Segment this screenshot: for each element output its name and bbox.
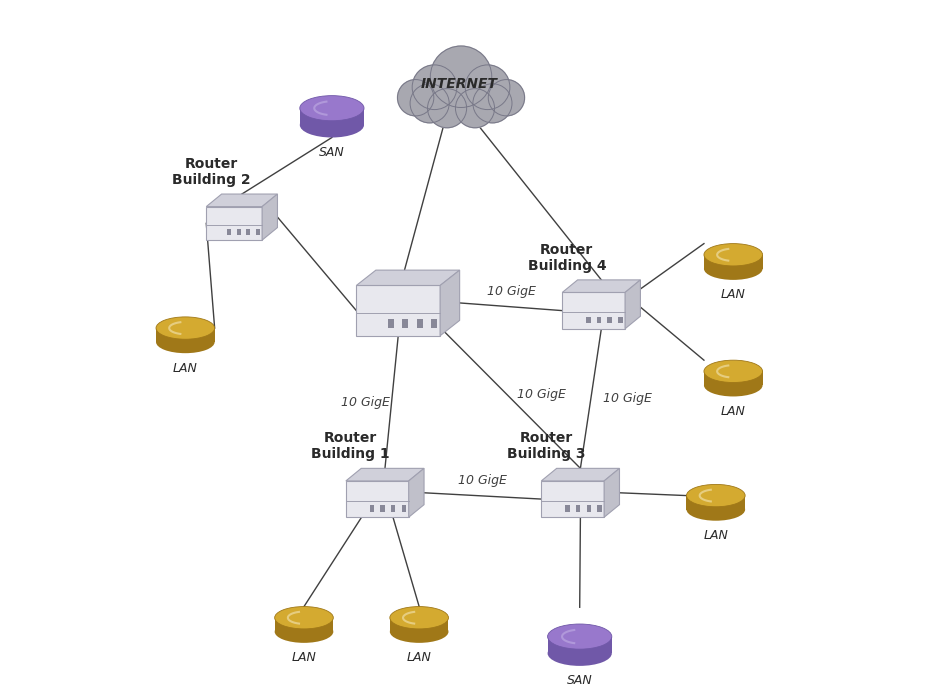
- Text: 10 GigE: 10 GigE: [458, 474, 507, 487]
- Bar: [576, 505, 580, 512]
- Ellipse shape: [547, 641, 612, 666]
- Polygon shape: [356, 285, 440, 336]
- Text: SAN: SAN: [319, 146, 345, 159]
- Ellipse shape: [547, 624, 612, 649]
- Polygon shape: [604, 468, 619, 517]
- Circle shape: [466, 65, 510, 110]
- Polygon shape: [547, 637, 612, 653]
- Circle shape: [410, 84, 449, 123]
- Polygon shape: [275, 618, 333, 632]
- Polygon shape: [687, 496, 745, 510]
- Bar: [389, 319, 394, 328]
- Ellipse shape: [704, 244, 763, 266]
- Text: INTERNET: INTERNET: [421, 77, 498, 91]
- Polygon shape: [704, 371, 763, 385]
- Text: LAN: LAN: [721, 405, 746, 418]
- Text: Router
Building 1: Router Building 1: [312, 431, 390, 461]
- Ellipse shape: [390, 607, 448, 629]
- Bar: [246, 229, 251, 235]
- Bar: [586, 317, 591, 323]
- Polygon shape: [206, 194, 277, 207]
- Ellipse shape: [275, 621, 333, 643]
- Ellipse shape: [704, 360, 763, 383]
- Circle shape: [430, 46, 492, 107]
- Circle shape: [488, 80, 524, 116]
- Ellipse shape: [390, 621, 448, 643]
- Ellipse shape: [275, 607, 333, 629]
- Text: LAN: LAN: [721, 288, 746, 302]
- Circle shape: [397, 80, 434, 116]
- Circle shape: [455, 89, 495, 128]
- Polygon shape: [346, 468, 424, 481]
- Ellipse shape: [687, 484, 745, 507]
- Text: Router
Building 3: Router Building 3: [506, 431, 585, 461]
- Ellipse shape: [156, 331, 215, 353]
- Ellipse shape: [704, 258, 763, 280]
- Bar: [403, 319, 408, 328]
- Polygon shape: [562, 292, 625, 329]
- Polygon shape: [300, 108, 364, 125]
- Bar: [586, 505, 591, 512]
- Text: Router
Building 4: Router Building 4: [527, 243, 606, 273]
- Polygon shape: [704, 255, 763, 269]
- Polygon shape: [542, 481, 604, 517]
- Text: 10 GigE: 10 GigE: [517, 388, 566, 401]
- Bar: [391, 505, 395, 512]
- Text: 10 GigE: 10 GigE: [602, 392, 652, 405]
- Polygon shape: [390, 618, 448, 632]
- Text: LAN: LAN: [173, 362, 198, 375]
- Ellipse shape: [300, 112, 364, 138]
- Polygon shape: [408, 468, 424, 517]
- Bar: [597, 317, 601, 323]
- Bar: [618, 317, 622, 323]
- Bar: [256, 229, 260, 235]
- Text: LAN: LAN: [407, 651, 431, 664]
- Polygon shape: [542, 468, 619, 481]
- Bar: [598, 505, 601, 512]
- Bar: [402, 505, 407, 512]
- Text: LAN: LAN: [292, 651, 316, 664]
- Circle shape: [412, 65, 457, 110]
- Circle shape: [473, 84, 512, 123]
- Bar: [417, 319, 423, 328]
- Bar: [431, 319, 437, 328]
- Polygon shape: [625, 280, 640, 329]
- Bar: [565, 505, 570, 512]
- Polygon shape: [346, 481, 408, 517]
- Polygon shape: [156, 328, 215, 342]
- Bar: [370, 505, 374, 512]
- Ellipse shape: [704, 374, 763, 396]
- Text: LAN: LAN: [703, 529, 729, 542]
- Polygon shape: [206, 207, 262, 240]
- Text: 10 GigE: 10 GigE: [486, 285, 536, 298]
- Ellipse shape: [300, 96, 364, 121]
- Text: 10 GigE: 10 GigE: [341, 396, 390, 408]
- Ellipse shape: [156, 317, 215, 339]
- Polygon shape: [262, 194, 277, 240]
- Ellipse shape: [687, 498, 745, 521]
- Bar: [227, 229, 232, 235]
- Polygon shape: [562, 280, 640, 292]
- Text: SAN: SAN: [567, 674, 593, 688]
- Bar: [237, 229, 241, 235]
- Bar: [380, 505, 385, 512]
- Circle shape: [428, 89, 466, 128]
- Text: Router
Building 2: Router Building 2: [172, 157, 250, 187]
- Polygon shape: [356, 270, 460, 285]
- Bar: [607, 317, 612, 323]
- Polygon shape: [440, 270, 460, 336]
